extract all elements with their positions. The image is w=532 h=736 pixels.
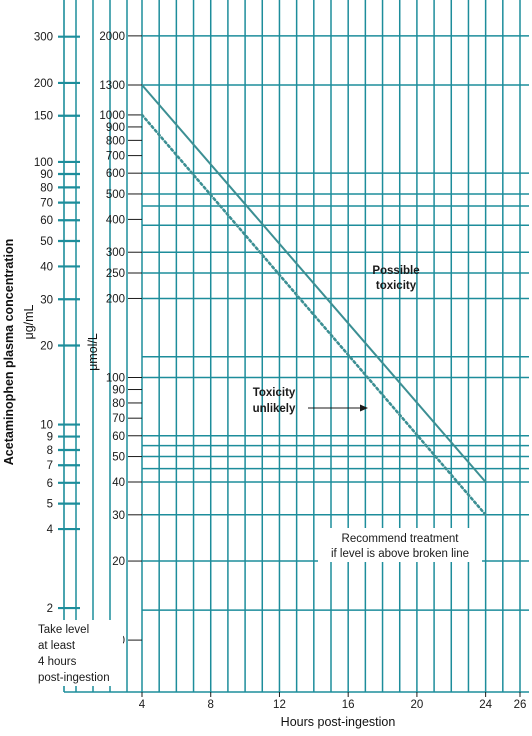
y-axis-right-unit: μmol/L	[86, 333, 100, 371]
x-tick-label: 26	[514, 699, 527, 711]
right-tick-label: 40	[112, 477, 125, 489]
right-tick-label: 200	[106, 293, 125, 305]
left-tick-label: 100	[34, 157, 53, 169]
right-tick-label: 50	[112, 452, 125, 464]
take-level-label-1: Take level	[38, 624, 89, 636]
toxicity-line-solid	[141, 84, 487, 483]
right-tick-label: 30	[112, 510, 125, 522]
left-tick-label: 10	[40, 420, 53, 432]
right-tick-label: 20	[112, 556, 125, 568]
recommend-box	[318, 528, 482, 562]
left-tick-label: 70	[40, 198, 53, 210]
x-tick-label: 8	[208, 699, 214, 711]
left-tick-label: 50	[40, 236, 53, 248]
y-axis-left-unit: μg/mL	[22, 304, 36, 339]
right-tick-label: 300	[106, 247, 125, 259]
right-tick-label: 500	[106, 189, 125, 201]
left-tick-label: 300	[34, 32, 53, 44]
recommend-label-2: if level is above broken line	[331, 548, 469, 560]
left-tick-label: 150	[34, 111, 53, 123]
left-tick-label: 40	[40, 261, 53, 273]
x-tick-label: 12	[273, 699, 286, 711]
left-tick-label: 30	[40, 294, 53, 306]
x-tick-label: 16	[342, 699, 355, 711]
left-tick-label: 8	[47, 445, 53, 457]
left-tick-label: 6	[47, 478, 53, 490]
y-axis-title: Acetaminophen plasma concentration	[2, 239, 16, 465]
toxicity-unlikely-arrowhead	[360, 404, 368, 412]
left-tick-label: 60	[40, 215, 53, 227]
x-tick-label: 24	[479, 699, 492, 711]
possible-toxicity-label-1: Possible	[372, 265, 419, 277]
left-tick-label: 7	[47, 460, 53, 472]
x-axis-title: Hours post-ingestion	[281, 715, 396, 729]
right-tick-label: 400	[106, 214, 125, 226]
recommend-label-1: Recommend treatment	[342, 533, 460, 545]
left-tick-label: 200	[34, 78, 53, 90]
left-tick-label: 5	[47, 499, 53, 511]
right-tick-label: 70	[112, 413, 125, 425]
take-level-label-2: at least	[38, 640, 76, 652]
take-level-label-4: post-ingestion	[38, 672, 110, 684]
right-tick-label: 700	[106, 151, 125, 163]
right-tick-label: 900	[106, 122, 125, 134]
right-tick-label: 90	[112, 385, 125, 397]
left-tick-label: 90	[40, 169, 53, 181]
right-tick-label: 2000	[99, 31, 125, 43]
left-tick-label: 2	[47, 603, 53, 615]
x-tick-label: 20	[411, 699, 424, 711]
take-level-box	[35, 620, 123, 686]
right-tick-label: 1300	[99, 80, 125, 92]
right-tick-label: 80	[112, 398, 125, 410]
toxicity-unlikely-label-1: Toxicity	[253, 387, 296, 399]
right-tick-label: 60	[112, 431, 125, 443]
left-tick-label: 9	[47, 432, 53, 444]
left-tick-label: 20	[40, 341, 53, 353]
right-tick-label: 100	[106, 373, 125, 385]
x-tick-label: 4	[139, 699, 146, 711]
possible-toxicity-label-2: toxicity	[376, 280, 417, 292]
treatment-line-dotted	[140, 113, 487, 517]
left-tick-label: 4	[47, 524, 54, 536]
toxicity-unlikely-label-2: unlikely	[253, 403, 296, 415]
right-tick-label: 600	[106, 168, 125, 180]
x-axis-ticks: 4 8 12 16 20 24 26	[139, 692, 527, 711]
series-lines	[140, 84, 487, 517]
take-level-label-3: 4 hours	[38, 656, 77, 668]
left-tick-label: 80	[40, 182, 53, 194]
right-tick-label: 800	[106, 135, 125, 147]
right-tick-label: 1000	[99, 110, 125, 122]
right-tick-label: 250	[106, 268, 125, 280]
